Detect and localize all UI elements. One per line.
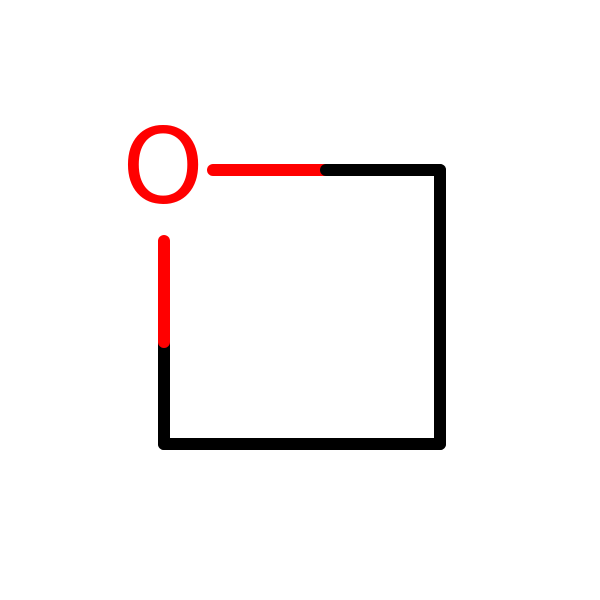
oxygen-atom-label: O bbox=[122, 105, 204, 227]
